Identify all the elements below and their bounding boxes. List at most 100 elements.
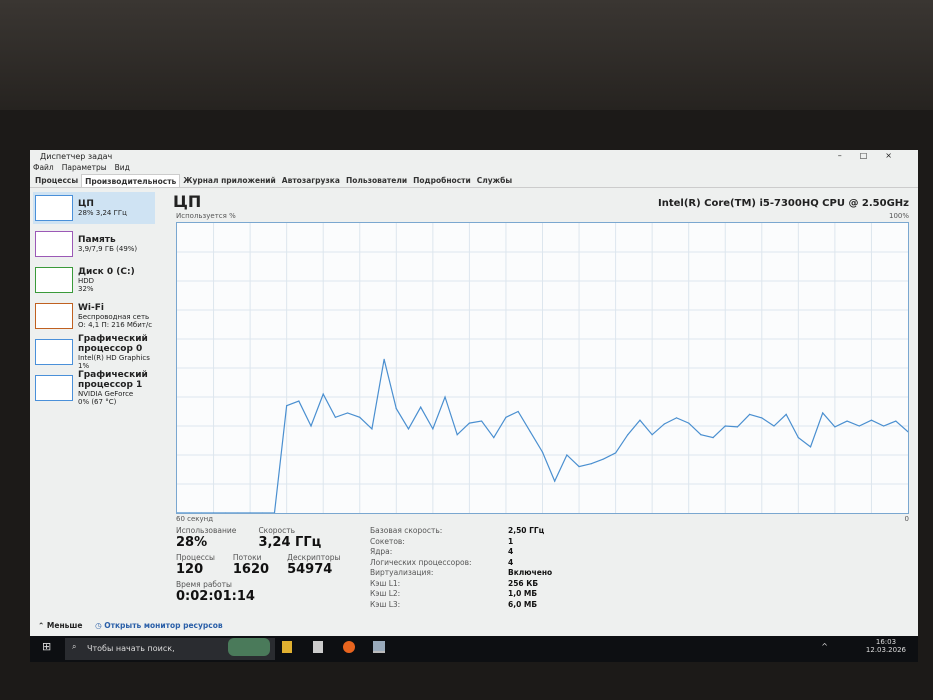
cpu-usage-point xyxy=(858,425,860,427)
cpu-usage-point xyxy=(797,437,799,439)
tab-processes[interactable]: Процессы xyxy=(35,176,79,185)
cpu-usage-point xyxy=(407,428,410,430)
sidebar-item[interactable]: ЦП 28% 3,24 ГГц xyxy=(33,192,155,224)
sidebar-item[interactable]: Wi-Fi Беспроводная сеть О: 4,1 П: 216 Мбит… xyxy=(33,300,155,332)
tab-app-history[interactable]: Журнал приложений xyxy=(183,176,276,185)
sidebar-item[interactable]: Диск 0 (C:) HDD 32% xyxy=(33,264,155,296)
taskbar: ⊞ ⌕ Чтобы начать поиск, ^ 16:03 12.03.2026 xyxy=(30,636,918,662)
cpu-usage-point xyxy=(529,431,531,433)
mini-graph-icon xyxy=(35,195,73,221)
sidebar-item-name: Wi-Fi xyxy=(78,303,104,313)
tab-startup[interactable]: Автозагрузка xyxy=(281,176,340,185)
sidebar-item-detail: 3,9/7,9 ГБ (49%) xyxy=(78,245,138,253)
cpu-usage-point xyxy=(822,412,824,414)
mini-graph-icon xyxy=(35,339,73,365)
search-highlight-icon[interactable] xyxy=(228,638,270,656)
footer: ⌃ Меньше ◷ Открыть монитор ресурсов xyxy=(38,621,223,630)
cpu-usage-point xyxy=(773,425,775,427)
file-explorer-icon[interactable] xyxy=(282,641,292,653)
cpu-usage-point xyxy=(846,420,848,422)
spec-value: 2,50 ГГц xyxy=(508,526,545,535)
cpu-usage-point xyxy=(712,437,714,439)
cpu-usage-point xyxy=(639,419,641,421)
less-label: Меньше xyxy=(46,621,83,630)
time: 16:03 xyxy=(875,638,897,646)
cpu-usage-point xyxy=(286,405,288,407)
sidebar-item-name: ЦП xyxy=(78,199,94,209)
menu-view[interactable]: Вид xyxy=(114,163,130,172)
clock[interactable]: 16:03 12.03.2026 xyxy=(866,638,906,654)
cpu-specs: Базовая скорость: 2,50 ГГц Сокетов: 1 Ядра: 4… xyxy=(370,526,588,609)
cpu-usage-point xyxy=(334,416,336,418)
spec-value: 4 xyxy=(508,557,514,567)
background-wall xyxy=(0,0,933,110)
sidebar-item-name: Графический процессор 0 xyxy=(78,334,148,354)
processes-value: 120 xyxy=(176,562,204,577)
date: 12.03.2026 xyxy=(865,646,906,654)
less-button[interactable]: ⌃ Меньше xyxy=(38,621,83,630)
sidebar-item-detail2: 0% (67 °C) xyxy=(78,398,117,406)
sidebar-item-detail2: О: 4,1 П: 216 Мбит/с xyxy=(78,321,153,329)
cpu-usage-point xyxy=(578,466,580,468)
tab-performance[interactable]: Производительность xyxy=(81,174,181,187)
search-icon: ⌕ xyxy=(72,642,77,651)
cpu-usage-point xyxy=(663,423,665,425)
spec-value: 4 xyxy=(508,547,514,556)
sidebar-item[interactable]: Графический процессор 0 Intel(R) HD Graph… xyxy=(33,334,155,370)
cpu-usage-point xyxy=(736,426,739,428)
sidebar-item-name: Память xyxy=(78,235,116,245)
uptime-label: Время работы xyxy=(176,580,232,589)
firefox-icon[interactable] xyxy=(343,641,355,653)
processes-label: Процессы xyxy=(176,553,215,562)
resource-monitor-icon: ◷ xyxy=(95,621,102,630)
cpu-stats: Использование 28% Скорость 3,24 ГГц Процес… xyxy=(176,526,340,604)
speed-label: Скорость xyxy=(258,526,296,535)
spec-value: 6,0 МБ xyxy=(508,599,538,609)
max-label: 100% xyxy=(888,212,909,220)
chevron-up-icon[interactable]: ^ xyxy=(821,642,828,651)
sidebar-item-name: Диск 0 (C:) xyxy=(78,267,135,277)
title-bar: Диспетчер задач –□× xyxy=(30,150,918,163)
menu-options[interactable]: Параметры xyxy=(61,163,107,172)
cpu-usage-point xyxy=(590,463,592,465)
window-title: Диспетчер задач xyxy=(40,152,113,161)
cpu-usage-point xyxy=(310,425,312,427)
cpu-usage-point xyxy=(322,393,324,395)
spec-label: Логических процессоров: xyxy=(370,557,472,567)
spec-value: 256 КБ xyxy=(508,578,539,588)
maximize-button[interactable]: □ xyxy=(859,151,886,160)
usage-label: Использование xyxy=(176,526,237,535)
store-icon[interactable] xyxy=(313,641,323,653)
resource-sidebar: ЦП 28% 3,24 ГГц Память 3,9/7,9 ГБ (49%) Диск… xyxy=(30,188,158,608)
tab-users[interactable]: Пользователи xyxy=(345,176,408,185)
sidebar-item[interactable]: Память 3,9/7,9 ГБ (49%) xyxy=(33,228,155,260)
minimize-button[interactable]: – xyxy=(837,151,860,160)
cpu-usage-point xyxy=(432,428,434,430)
threads-label: Потоки xyxy=(232,553,262,562)
speed-value: 3,24 ГГц xyxy=(258,535,322,550)
cpu-usage-point xyxy=(602,458,605,460)
menu-file[interactable]: Файл xyxy=(33,163,54,172)
task-manager-taskbar-icon[interactable] xyxy=(373,641,385,653)
cpu-chart-svg xyxy=(176,223,909,514)
sidebar-item[interactable]: Графический процессор 1 NVIDIA GeForce 0% … xyxy=(33,370,155,406)
cpu-usage-point xyxy=(700,434,702,436)
cpu-usage-point xyxy=(615,452,617,454)
sidebar-item-detail: HDD xyxy=(78,277,95,285)
spec-label: Виртуализация: xyxy=(370,568,434,577)
windows-start-icon[interactable]: ⊞ xyxy=(42,640,52,653)
spec-label: Кэш L1: xyxy=(370,578,401,588)
mini-graph-icon xyxy=(35,231,73,257)
cpu-usage-point xyxy=(383,358,385,360)
tab-services[interactable]: Службы xyxy=(476,176,513,185)
cpu-usage-point xyxy=(480,420,483,422)
threads-value: 1620 xyxy=(232,562,270,577)
time-axis-label: 60 секунд xyxy=(176,515,214,523)
tab-details[interactable]: Подробности xyxy=(413,176,471,185)
open-resource-monitor-link[interactable]: ◷ Открыть монитор ресурсов xyxy=(95,621,223,630)
tab-bar: Процессы Производительность Журнал прило… xyxy=(30,174,918,188)
search-box[interactable]: ⌕ Чтобы начать поиск, xyxy=(65,638,275,660)
cpu-usage-point xyxy=(456,434,458,436)
close-button[interactable]: × xyxy=(885,151,910,160)
cpu-usage-point xyxy=(517,410,519,413)
